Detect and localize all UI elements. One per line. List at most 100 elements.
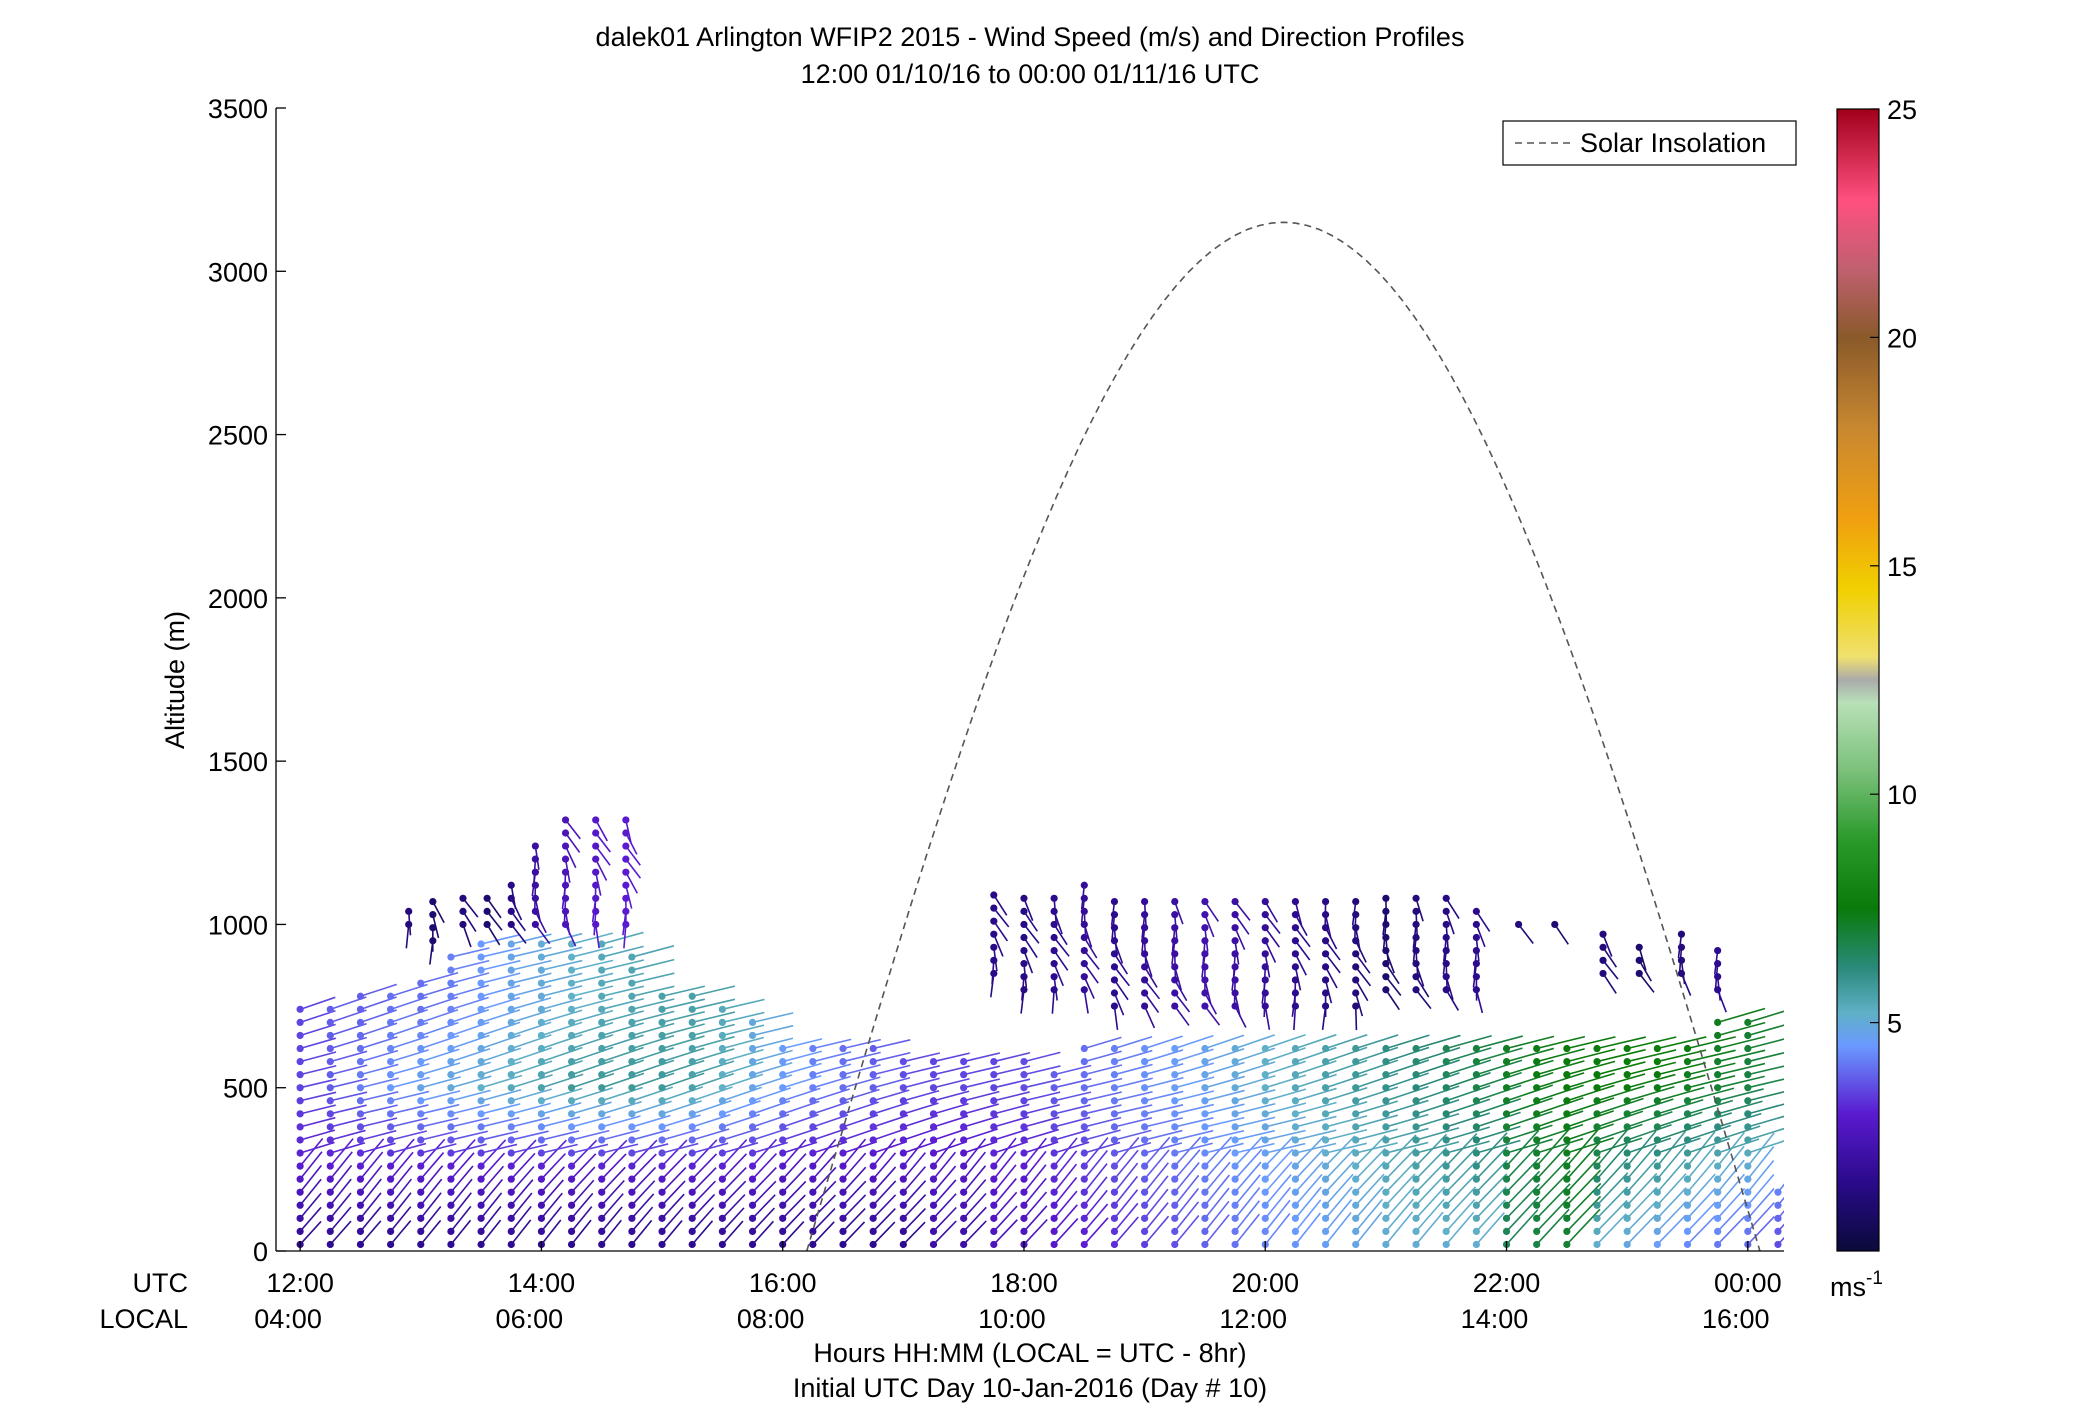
wind-barb-dot (1321, 937, 1330, 945)
wind-barb-dot (1141, 976, 1149, 984)
wind-barb-staff (571, 997, 614, 1011)
wind-barb-staff (360, 1049, 399, 1063)
wind-barb-staff (511, 1130, 549, 1141)
wind-barb-staff (1717, 1049, 1766, 1063)
wind-barb-dot (658, 1097, 666, 1105)
wind-barb-dot (1683, 1188, 1692, 1196)
wind-barb-staff (420, 971, 459, 984)
wind-barb-staff (329, 1164, 353, 1193)
wind-barb-dot (1291, 1071, 1300, 1079)
wind-barb-staff (1264, 901, 1279, 923)
wind-barb-dot (531, 920, 539, 929)
wind-barb-dot (779, 1136, 787, 1144)
wind-barb-staff (691, 1142, 729, 1154)
wind-barb-staff (993, 1178, 1017, 1206)
wind-barb-staff (1204, 1142, 1244, 1154)
wind-barb-dot (688, 1031, 696, 1040)
wind-barb-dot (990, 1057, 998, 1066)
wind-barb-dot (1050, 1149, 1058, 1157)
wind-barb-dot (1020, 1136, 1028, 1144)
wind-barb-staff (751, 1180, 777, 1206)
wind-barb-dot (628, 1044, 636, 1053)
wind-barb-dot (1020, 907, 1028, 915)
wind-barb-staff (625, 858, 642, 879)
wind-barb-dot (809, 1044, 817, 1053)
wind-barb-staff (420, 1152, 445, 1180)
wind-barb-dot (1714, 1018, 1722, 1026)
wind-barb-dot (1593, 1201, 1601, 1209)
wind-barb-dot (839, 1227, 847, 1236)
wind-barb-dot (839, 1214, 847, 1222)
wind-barb-dot (592, 842, 600, 850)
wind-barb-dot (1080, 881, 1088, 889)
wind-barb-staff (691, 1207, 715, 1232)
wind-barb-staff (1264, 1161, 1293, 1193)
wind-barb-dot (483, 894, 491, 902)
wind-barb-dot (507, 1136, 515, 1144)
wind-barb-staff (511, 1074, 553, 1089)
wind-barb-staff (1415, 1085, 1460, 1102)
wind-barb-staff (1476, 1111, 1521, 1128)
wind-barb-staff (1143, 901, 1147, 926)
wind-barb-staff (601, 959, 644, 971)
wind-barb-staff (1174, 1149, 1201, 1180)
wind-barb-dot (1412, 1071, 1420, 1079)
wind-barb-staff (1080, 885, 1086, 910)
wind-barb-staff (1174, 1034, 1214, 1050)
wind-barb-dot (1593, 1188, 1601, 1196)
wind-barb-dot (869, 1097, 877, 1105)
wind-barb-dot (1599, 930, 1607, 938)
wind-barb-dot (1472, 1162, 1480, 1170)
wind-barb-staff (510, 910, 527, 932)
wind-barb-dot (990, 1097, 998, 1105)
wind-barb-dot (1291, 1214, 1300, 1222)
wind-barb-dot (718, 1031, 726, 1040)
wind-barb-dot (1171, 1071, 1179, 1079)
wind-barb-dot (1563, 1149, 1571, 1157)
wind-barb-dot (990, 1188, 998, 1196)
wind-barb-staff (1747, 1038, 1784, 1050)
wind-barb-dot (537, 1136, 546, 1144)
wind-barb-staff (1445, 1047, 1492, 1063)
wind-barb-staff (1566, 1097, 1615, 1115)
wind-barb-staff (1472, 963, 1478, 988)
wind-barb-dot (1472, 946, 1480, 955)
wind-barb-dot (1599, 943, 1607, 951)
local-tick-label-0: 04:00 (254, 1304, 322, 1334)
wind-barb-dot (387, 1044, 395, 1053)
wind-barb-staff (541, 1143, 578, 1154)
wind-barb-staff (691, 1180, 716, 1206)
wind-barb-staff (782, 1167, 807, 1193)
wind-barb-dot (1472, 1188, 1480, 1196)
wind-barb-staff (1173, 953, 1177, 978)
wind-barb-dot (748, 1149, 757, 1157)
wind-barb-staff (782, 1207, 806, 1232)
wind-barb-staff (1325, 1086, 1368, 1102)
wind-barb-staff (1445, 911, 1455, 935)
wind-barb-staff (1385, 989, 1400, 1011)
wind-barb-dot (990, 1240, 998, 1249)
wind-barb-dot (598, 1057, 606, 1066)
wind-barb-dot (839, 1149, 847, 1157)
wind-barb-staff (450, 1219, 472, 1245)
wind-barb-staff (1265, 1142, 1306, 1154)
wind-barb-dot (990, 1136, 998, 1144)
wind-barb-dot (929, 1188, 938, 1196)
wind-barb-dot (1714, 1188, 1722, 1196)
wind-barb-dot (1533, 1201, 1541, 1209)
wind-barb-dot (1502, 1201, 1511, 1209)
wind-barb-staff (1355, 940, 1367, 963)
wind-barb-dot (1261, 1097, 1269, 1105)
wind-barb-staff (751, 1166, 777, 1193)
wind-barb-staff (1626, 1124, 1672, 1141)
wind-barb-dot (1050, 1201, 1058, 1209)
wind-barb-staff (1234, 927, 1246, 951)
wind-barb-dot (1110, 950, 1119, 958)
wind-barb-dot (1442, 907, 1450, 915)
wind-barb-staff (1626, 1172, 1658, 1206)
wind-barb-dot (1020, 1071, 1028, 1079)
wind-barb-dot (1352, 1214, 1360, 1222)
wind-barb-dot (1744, 1123, 1752, 1131)
wind-barb-staff (842, 1180, 867, 1206)
wind-barb-dot (1141, 1097, 1149, 1105)
